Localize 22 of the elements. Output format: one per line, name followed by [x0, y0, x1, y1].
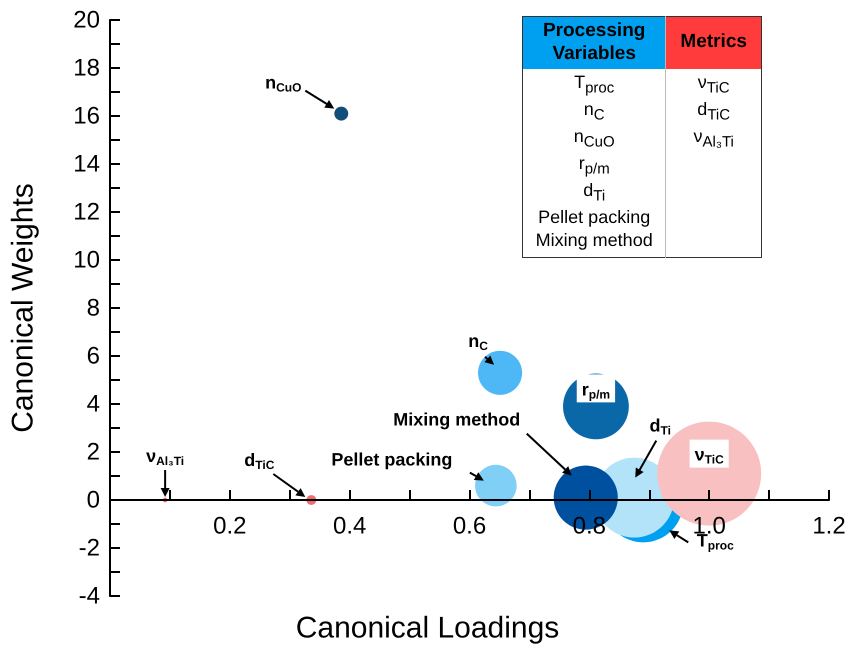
y-tick-label: 8 [86, 294, 100, 322]
y-tick-label: -2 [78, 534, 100, 562]
y-tick-label: 14 [73, 150, 100, 178]
y-tick-label: 10 [73, 246, 100, 274]
variables-table: Processing Variables Metrics T$_{proc}$ n$_{C}$ n$_{CuO}$ r$_{p/m}$ d$_{Ti}$ Pellet packing Mixing method ν$_{TiC}$ d$_{TiC}$ ν$_{Al₃Ti}$ [522, 16, 762, 258]
y-tick-label: 20 [73, 6, 100, 34]
y-tick-label: 16 [73, 102, 100, 130]
x-axis-title: Canonical Loadings [296, 612, 560, 644]
x-tick-label: 0.4 [332, 512, 366, 540]
y-tick-label: 2 [86, 438, 100, 466]
y-tick-label: 0 [86, 486, 100, 514]
x-tick-label: 0.2 [213, 512, 247, 540]
y-axis-title: Canonical Weights [6, 183, 40, 433]
y-tick-label: 18 [73, 54, 100, 82]
y-tick-label: 6 [86, 342, 100, 370]
y-tick-label: 4 [86, 390, 100, 418]
series-label: Pellet packing [331, 450, 452, 470]
x-tick-label: 1.2 [812, 512, 846, 540]
x-tick-label: 0.6 [452, 512, 486, 540]
y-tick-label: 12 [73, 198, 100, 226]
y-tick-label: -4 [78, 582, 100, 610]
text: Mixing method [393, 410, 520, 430]
